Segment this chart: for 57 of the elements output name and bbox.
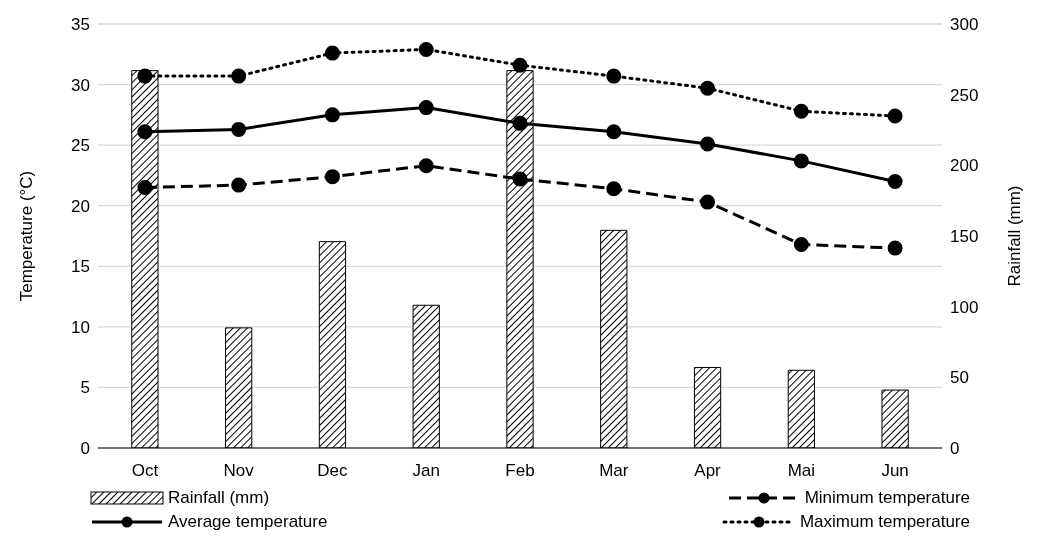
legend-label: Rainfall (mm) [168, 488, 270, 508]
point [700, 194, 716, 210]
point [512, 115, 528, 131]
point [137, 68, 153, 84]
point [137, 124, 153, 140]
point [418, 158, 434, 174]
point [512, 171, 528, 187]
point [606, 124, 622, 140]
point [418, 100, 434, 116]
y-tick-label: 20 [71, 196, 90, 216]
y2-tick-label: 100 [950, 297, 979, 317]
point [512, 57, 528, 73]
y2-tick-label: 300 [950, 15, 979, 35]
point [887, 173, 903, 189]
x-tick-label: Jun [881, 461, 909, 481]
y2-tick-label: 50 [950, 368, 969, 388]
point [418, 41, 434, 57]
point [137, 180, 153, 196]
point [231, 121, 247, 137]
y-axis-title: Temperature (°C) [17, 170, 37, 302]
x-tick-label: Mai [787, 461, 816, 481]
y-tick-label: 5 [80, 378, 90, 398]
point [793, 236, 809, 252]
y2-tick-label: 150 [950, 227, 979, 247]
x-tick-label: Jan [412, 461, 440, 481]
y-tick-label: 25 [71, 136, 90, 156]
y-tick-label: 10 [71, 317, 90, 337]
y2-axis-title: Rainfall (mm) [1005, 185, 1025, 287]
y-tick-label: 30 [71, 75, 90, 95]
x-tick-label: Dec [317, 461, 349, 481]
point [324, 45, 340, 61]
point [700, 80, 716, 96]
legend-label: Maximum temperature [799, 512, 970, 532]
x-tick-label: Mar [599, 461, 629, 481]
point [606, 181, 622, 197]
point [324, 169, 340, 185]
point [793, 103, 809, 119]
point [231, 68, 247, 84]
legend-label: Average temperature [168, 512, 328, 532]
point [231, 177, 247, 193]
point [887, 108, 903, 124]
point [606, 68, 622, 84]
y-tick-label: 0 [80, 439, 90, 459]
legend-label: Minimum temperature [804, 488, 970, 508]
x-tick-label: Nov [223, 461, 255, 481]
y2-tick-label: 250 [950, 85, 979, 105]
y-tick-label: 15 [71, 257, 90, 277]
y2-tick-label: 0 [950, 439, 960, 459]
point [324, 107, 340, 123]
x-tick-label: Oct [131, 461, 159, 481]
x-tick-label: Apr [694, 461, 722, 481]
x-tick-label: Feb [505, 461, 535, 481]
point [700, 136, 716, 152]
point [793, 153, 809, 169]
y2-tick-label: 200 [950, 156, 979, 176]
y-tick-label: 35 [71, 15, 90, 35]
point [887, 240, 903, 256]
